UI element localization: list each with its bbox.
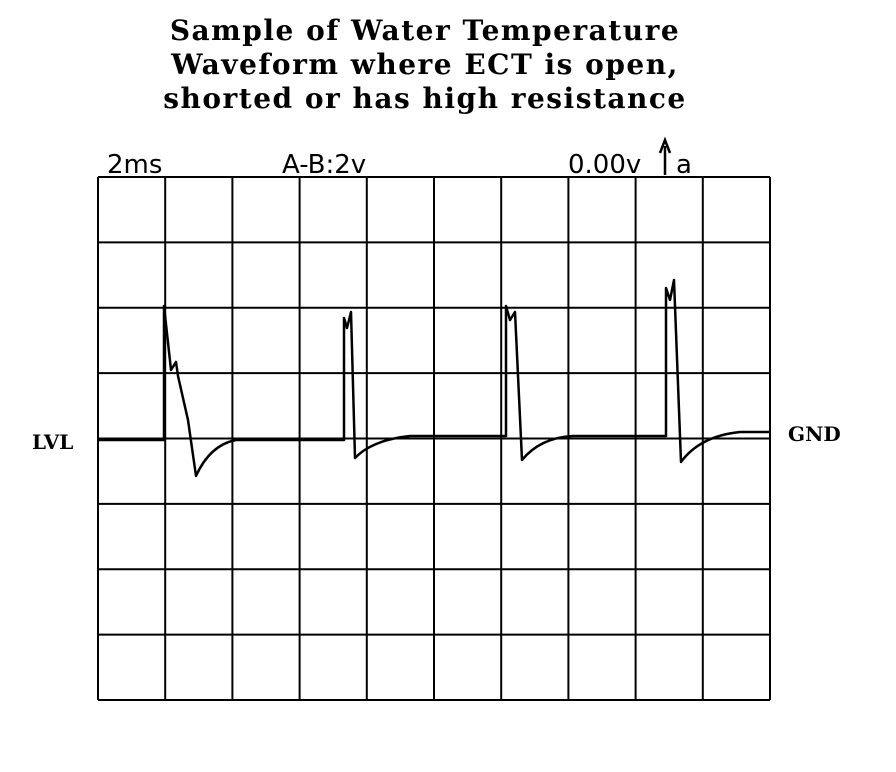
trigger-arrow-icon [658,136,672,175]
ground-marker-label: GND [788,422,841,446]
timebase-label: 2ms [107,150,163,180]
title-line-3: shorted or has high resistance [163,82,687,115]
channel-scale-label: A-B:2v [282,150,367,180]
title-line-2: Waveform where ECT is open, [171,48,679,81]
title-line-1: Sample of Water Temperature [169,14,681,47]
scope-grid [97,176,771,701]
trigger-channel-label: a [676,150,692,180]
waveform-trace [98,278,770,478]
level-marker-label: LVL [32,430,74,454]
trigger-level-label: 0.00v [568,150,642,180]
